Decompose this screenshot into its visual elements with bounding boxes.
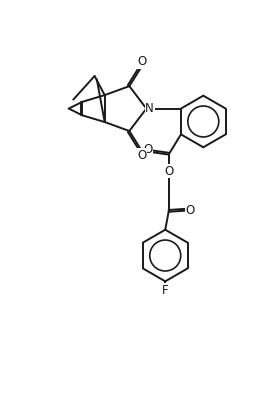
Text: O: O: [143, 143, 153, 156]
Text: O: O: [137, 149, 146, 162]
Text: O: O: [186, 204, 195, 217]
Text: F: F: [162, 284, 169, 297]
Text: O: O: [164, 165, 173, 178]
Text: N: N: [145, 102, 154, 115]
Text: O: O: [137, 56, 146, 68]
